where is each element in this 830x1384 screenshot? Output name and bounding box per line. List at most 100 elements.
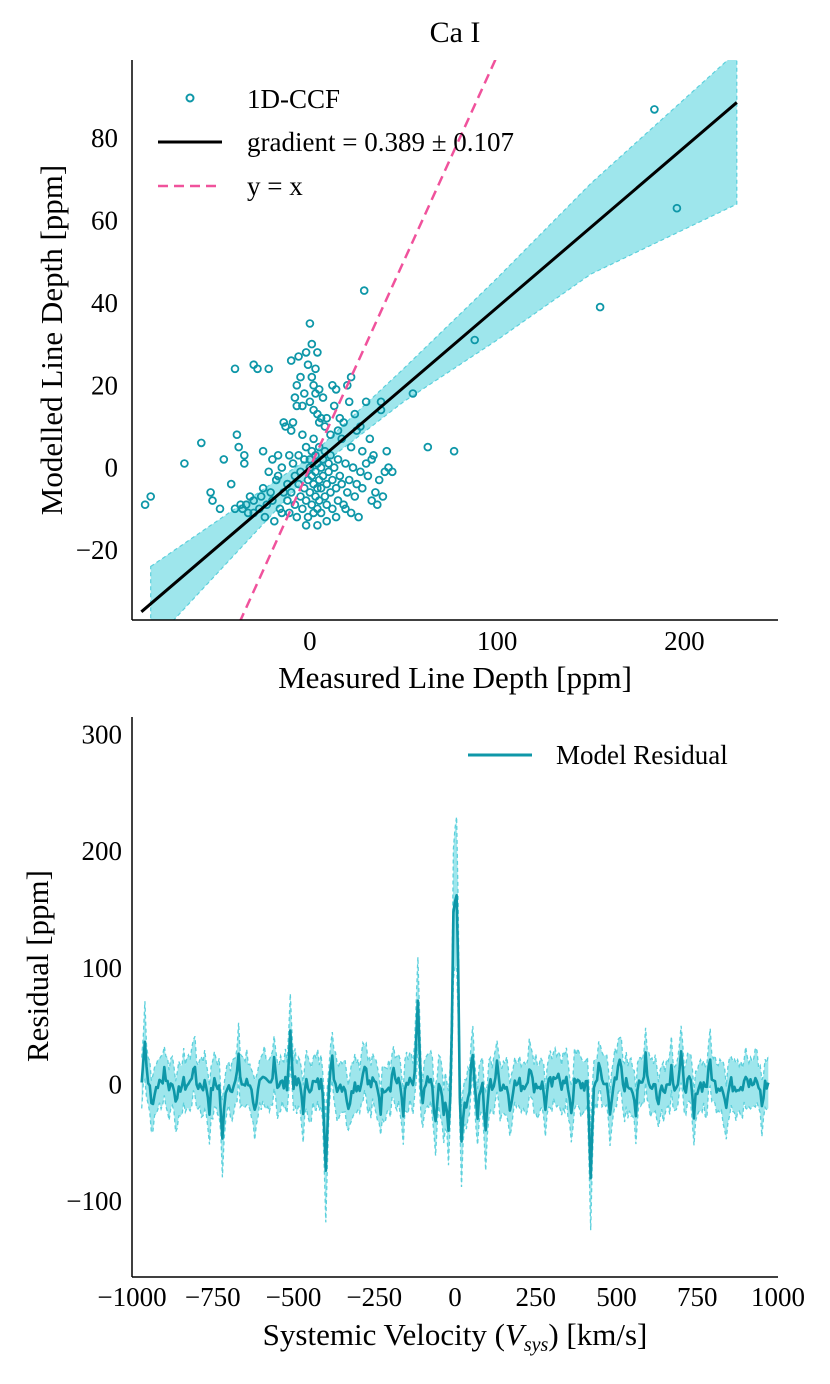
data-point [322,500,332,510]
band-area [141,816,769,1231]
x-tick-label: 100 [477,626,518,656]
data-point [333,426,343,435]
y-tick-label: 40 [91,288,118,318]
data-point [305,319,315,328]
data-point [324,459,333,468]
data-point [369,450,378,460]
fit-lines [140,60,738,620]
data-point [273,450,283,460]
data-point [284,450,294,460]
data-point [344,397,354,407]
legend: 1D-CCF gradient = 0.389 ± 0.107 y = x [158,84,514,201]
y-axis-label: Modelled Line Depth [ppm] [34,165,69,515]
y-tick-labels: −20 0 20 40 60 80 [76,123,118,565]
data-point [341,504,350,514]
data-point [339,500,348,510]
data-point [449,446,459,456]
data-point [273,471,283,481]
data-point [180,459,189,468]
x-tick-labels: −1000 −750 −500 −250 0 250 500 750 1000 [97,1282,805,1312]
y-tick-label: 60 [91,206,118,236]
data-point [318,471,328,481]
data-point [279,418,289,427]
data-point [371,488,380,497]
data-point [595,302,605,312]
data-point [346,508,356,518]
data-point [294,352,303,361]
data-point [326,430,335,440]
data-point [271,475,281,485]
x-tick-label: 0 [303,626,317,656]
x-tick-label: −250 [346,1282,402,1312]
data-point [350,492,360,501]
data-point [266,488,275,497]
x-axis-label-open: ( [495,1317,505,1352]
data-point [328,504,337,514]
legend-label-fit: gradient = 0.389 ± 0.107 [247,127,514,157]
data-point [245,492,255,501]
data-point [316,413,326,423]
x-tick-label: −1000 [97,1282,166,1312]
data-point [470,335,480,345]
y-tick-label: 20 [91,370,118,400]
legend-marker-scatter [185,93,195,103]
band-upper-edge [141,816,769,1132]
data-point [215,504,225,514]
data-point [232,430,242,440]
data-point [333,455,343,464]
data-point [342,488,352,497]
x-tick-label: 250 [516,1282,557,1312]
x-axis-label: Systemic Velocity (Vsys) [km/s] [263,1317,648,1356]
data-point [294,450,303,460]
data-point [672,203,682,213]
residual-uncertainty-band [141,816,769,1231]
data-point [361,459,371,468]
data-point [281,422,290,431]
data-point [346,372,356,382]
data-point [344,475,354,485]
data-point [301,520,311,530]
data-point [298,430,307,440]
data-point [367,496,377,505]
data-point [331,385,341,394]
data-point [372,500,382,510]
data-point [318,393,328,402]
data-point [357,483,367,493]
data-point [264,364,274,374]
data-point [314,496,324,505]
data-point [288,418,298,427]
data-point [243,508,253,518]
x-tick-label: 1000 [751,1282,805,1312]
x-tick-label: 200 [664,626,705,656]
data-point [277,463,287,472]
data-point [313,348,322,357]
x-tick-label: 750 [677,1282,718,1312]
data-point [324,467,333,477]
residual-line [140,893,770,1180]
data-point [350,409,360,419]
data-point [268,455,277,464]
data-point [650,105,659,114]
data-point [335,471,345,481]
data-point [286,426,296,435]
x-tick-label: 0 [448,1282,462,1312]
data-point [357,446,367,456]
x-axis-label: Measured Line Depth [ppm] [278,660,632,695]
legend: Model Residual [468,740,728,770]
data-point [286,356,296,365]
axes [131,717,778,1278]
y-tick-label: 0 [105,453,119,483]
data-point [352,479,362,489]
data-point [301,442,311,452]
data-point [316,508,326,518]
data-point [234,442,244,452]
data-point [301,496,311,505]
y-tick-label: 80 [91,123,118,153]
data-point [253,364,262,374]
data-point [348,463,358,472]
data-point [313,520,322,530]
data-point [374,475,384,485]
data-point [241,500,251,510]
data-point [331,512,341,522]
